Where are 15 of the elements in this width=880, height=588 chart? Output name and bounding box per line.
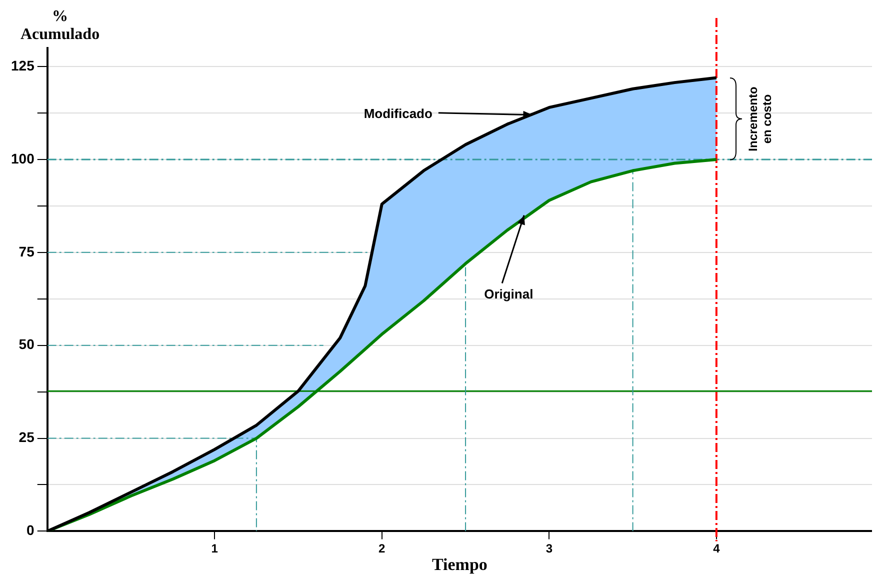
x-axis-title: Tiempo (432, 555, 488, 574)
y-tick-label: 125 (11, 57, 35, 74)
annotation: Modificado (364, 106, 432, 121)
x-tick-label: 2 (378, 542, 386, 556)
x-tick-label: 1 (211, 542, 218, 556)
y-tick-label: 50 (18, 336, 35, 352)
y-tick-label: 0 (26, 522, 35, 538)
y-axis-title: % Acumulado (19, 8, 101, 44)
y-tick-label: 75 (18, 243, 35, 260)
annotation: Incremento en costo (746, 85, 774, 153)
x-tick-label: 3 (546, 542, 553, 556)
y-tick-label: 25 (18, 429, 35, 446)
x-tick-label: 4 (713, 542, 720, 556)
y-tick-label: 100 (11, 150, 35, 166)
annotation: Original (484, 286, 534, 302)
